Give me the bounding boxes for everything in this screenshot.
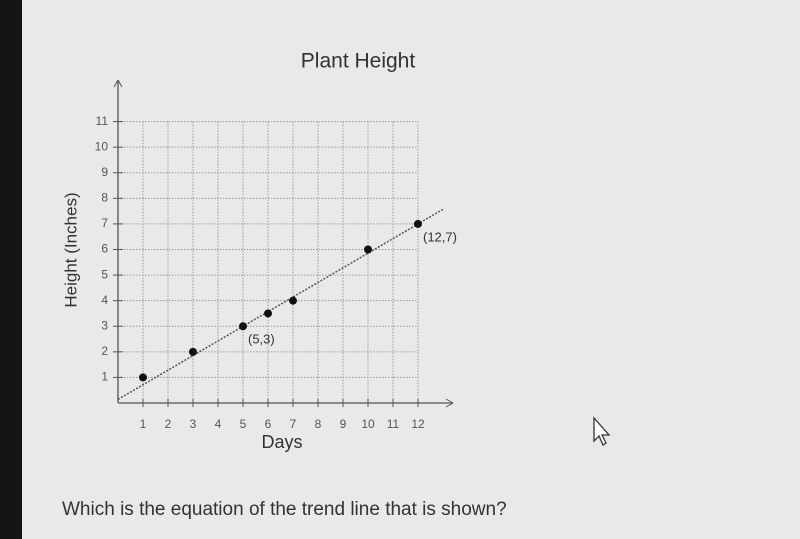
y-tick-label: 8	[101, 191, 108, 205]
x-tick-label: 8	[315, 417, 322, 431]
y-tick-label: 6	[101, 242, 108, 256]
x-tick-label: 6	[265, 417, 272, 431]
y-tick-label: 10	[95, 139, 109, 153]
y-tick-label: 7	[101, 216, 108, 230]
y-tick-label: 11	[96, 114, 109, 128]
data-point	[414, 219, 422, 228]
data-point	[264, 309, 272, 318]
x-tick-label: 10	[361, 417, 375, 431]
y-tick-label: 5	[101, 267, 108, 281]
x-axis-label: Days	[261, 432, 302, 452]
question: Which is the equation of the trend line …	[62, 499, 507, 520]
chart-title: Plant Height	[301, 50, 416, 73]
data-point	[364, 245, 372, 254]
x-tick-label: 5	[240, 417, 247, 431]
x-tick-label: 9	[340, 417, 347, 431]
mouse-cursor	[593, 416, 611, 446]
y-tick-label: 2	[101, 344, 108, 358]
x-tick-label: 7	[290, 417, 297, 431]
x-tick-label: 12	[411, 417, 425, 431]
point-annotation: (5,3)	[248, 332, 275, 347]
x-tick-label: 4	[215, 417, 222, 431]
data-point	[289, 296, 297, 305]
x-tick-label: 2	[165, 417, 172, 431]
point-annotation: (12,7)	[423, 229, 457, 244]
trend-line	[117, 208, 444, 401]
y-tick-label: 3	[101, 318, 108, 332]
x-axis-arrow	[445, 398, 454, 408]
y-tick-label: 9	[101, 165, 108, 179]
x-tick-label: 1	[140, 417, 147, 431]
x-tick-label: 3	[190, 417, 197, 431]
data-point	[139, 373, 147, 382]
y-tick-label: 4	[101, 293, 108, 307]
data-point	[189, 347, 197, 356]
screen-edge	[0, 0, 22, 539]
x-tick-label: 11	[387, 417, 400, 431]
y-tick-label: 1	[101, 370, 108, 384]
y-axis-label: Height (Inches)	[61, 192, 80, 307]
y-axis-arrow	[113, 79, 123, 88]
data-point	[239, 322, 247, 331]
